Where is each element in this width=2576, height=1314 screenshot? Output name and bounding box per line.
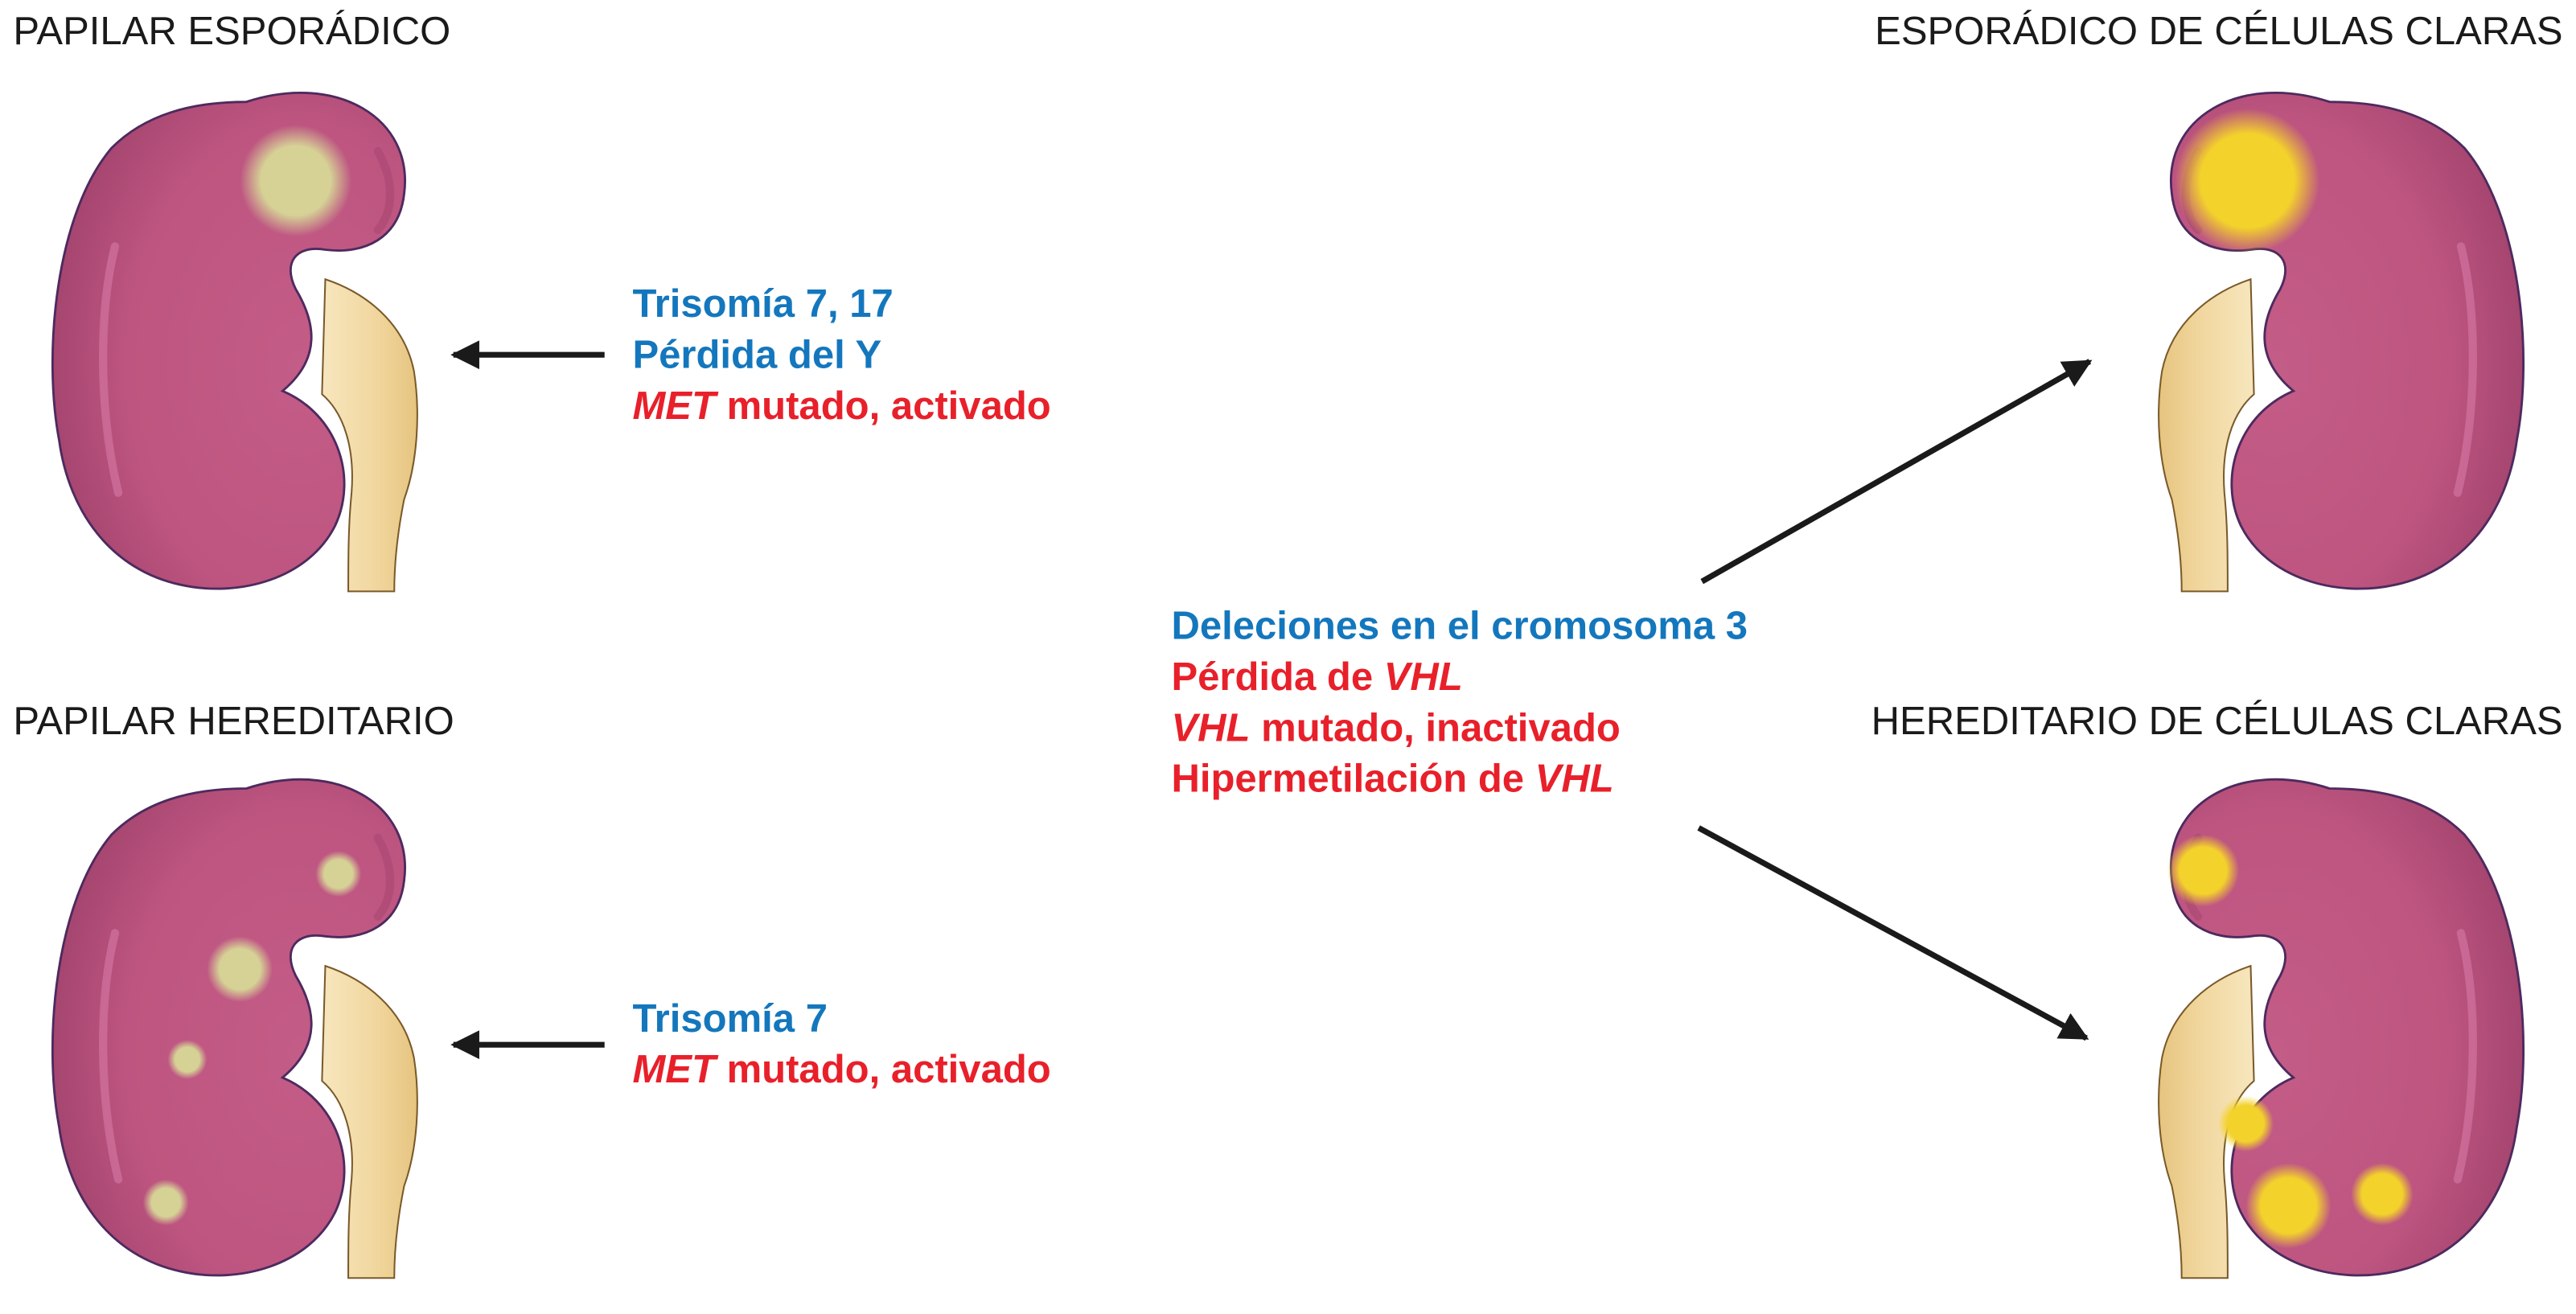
title-esporadico-celulas-claras: ESPORÁDICO DE CÉLULAS CLARAS xyxy=(1875,10,2563,55)
title-papilar-hereditario: PAPILAR HEREDITARIO xyxy=(13,700,454,745)
annotation-line: Pérdida de VHL xyxy=(1171,652,1748,703)
tumor-cc-hereditario-4 xyxy=(2351,1163,2414,1226)
annotation-text: mutado, activado xyxy=(715,384,1051,429)
arrow-to-hereditario-celulas-claras xyxy=(1697,825,2089,1041)
annotation-text: Pérdida de xyxy=(1171,655,1384,700)
annotation-text: mutado, activado xyxy=(715,1048,1051,1093)
arrow-to-esporadico-celulas-claras xyxy=(1700,359,2093,585)
kidney-esporadico-celulas-claras xyxy=(2159,92,2523,591)
gene-name: VHL xyxy=(1383,655,1463,700)
gene-name: VHL xyxy=(1171,706,1251,751)
annotation-line: Trisomía 7 xyxy=(632,996,828,1042)
title-papilar-esporadico: PAPILAR ESPORÁDICO xyxy=(13,10,451,55)
tumor-hereditario-2 xyxy=(207,936,273,1003)
kidney-papilar-hereditario xyxy=(52,779,417,1278)
kidney-hereditario-celulas-claras xyxy=(2159,779,2523,1278)
tumor-cc-hereditario-1 xyxy=(2167,834,2240,907)
kidney-papilar-esporadico xyxy=(52,92,417,591)
annotation-line: Deleciones en el cromosoma 3 xyxy=(1171,604,1748,649)
gene-name: MET xyxy=(632,384,716,429)
tumor-hereditario-3 xyxy=(167,1040,207,1080)
gene-name: MET xyxy=(632,1048,716,1093)
gene-name: VHL xyxy=(1535,757,1614,802)
tumor-hereditario-4 xyxy=(142,1179,189,1226)
annotation-papilar-esporadico: Trisomía 7, 17 Pérdida del Y MET mutado,… xyxy=(632,279,1050,432)
annotation-celulas-claras: Deleciones en el cromosoma 3 Pérdida de … xyxy=(1171,602,1748,805)
annotation-papilar-hereditario: Trisomía 7 MET mutado, activado xyxy=(632,994,1050,1096)
annotation-text: Hipermetilación de xyxy=(1171,757,1535,802)
tumor-cc-hereditario-3 xyxy=(2245,1163,2332,1249)
tumor-papilar-esporadico xyxy=(240,125,352,237)
annotation-line: MET mutado, activado xyxy=(632,1045,1050,1095)
tumor-cc-hereditario-2 xyxy=(2217,1095,2274,1152)
tumor-hereditario-1 xyxy=(315,851,362,897)
annotation-line: Hipermetilación de VHL xyxy=(1171,754,1748,805)
title-hereditario-celulas-claras: HEREDITARIO DE CÉLULAS CLARAS xyxy=(1871,700,2563,745)
annotation-line: MET mutado, activado xyxy=(632,381,1050,432)
annotation-line: VHL mutado, inactivado xyxy=(1171,703,1748,753)
tumor-celulas-claras-esporadico xyxy=(2175,108,2320,253)
annotation-line: Pérdida del Y xyxy=(632,333,882,378)
annotation-text: mutado, inactivado xyxy=(1250,706,1621,751)
annotation-line: Trisomía 7, 17 xyxy=(632,282,894,327)
